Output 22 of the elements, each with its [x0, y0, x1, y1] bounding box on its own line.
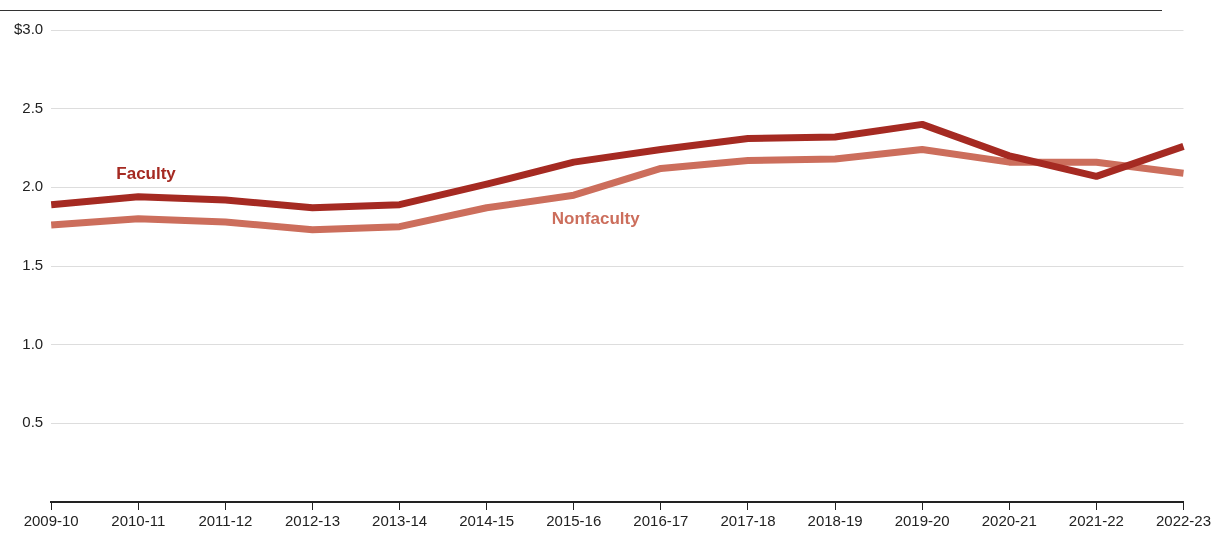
y-tick-label: 2.0 — [22, 177, 44, 195]
x-tick-label: 2014-15 — [459, 512, 515, 530]
y-tick-label: 0.5 — [22, 413, 44, 431]
x-tick-label: 2016-17 — [633, 512, 689, 530]
y-tick-label: 1.5 — [22, 256, 44, 274]
x-tick-label: 2017-18 — [720, 512, 776, 530]
x-tick-label: 2021-22 — [1068, 512, 1124, 530]
x-tick-label: 2010-11 — [111, 512, 166, 530]
x-tick-label: 2019-20 — [894, 512, 950, 530]
x-tick-label: 2018-19 — [807, 512, 863, 530]
y-tick-label: 2.5 — [22, 98, 44, 116]
x-tick-label: 2020-21 — [981, 512, 1037, 530]
x-tick-label: 2022-23 — [1155, 512, 1212, 530]
x-tick-label: 2009-10 — [23, 512, 79, 530]
series-label: Faculty — [116, 164, 177, 184]
y-tick-label: $3.0 — [13, 20, 44, 38]
x-tick-label: 2012-13 — [284, 512, 341, 530]
series-label: Nonfaculty — [551, 208, 641, 228]
x-tick-label: 2015-16 — [546, 512, 602, 530]
x-tick-label: 2013-14 — [372, 512, 428, 530]
x-tick-label: 2011-12 — [198, 512, 253, 530]
y-tick-label: 1.0 — [22, 334, 44, 352]
